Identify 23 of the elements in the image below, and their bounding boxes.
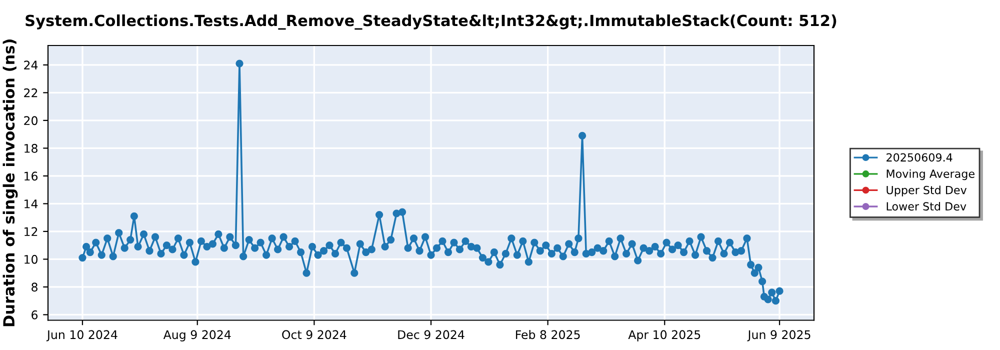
x-tick-label: Jun 10 2024 <box>46 330 118 342</box>
chart-title: System.Collections.Tests.Add_Remove_SteadyState&lt;Int32&gt;.ImmutableStack(Count: 512) <box>26 14 836 30</box>
y-tick-label: 24 <box>24 60 38 70</box>
x-tick-label: Dec 9 2024 <box>398 330 464 340</box>
y-tick-label: 14 <box>24 200 38 208</box>
x-tick-label: Jun 9 2025 <box>747 330 810 342</box>
x-tick-label: Aug 9 2024 <box>163 330 231 342</box>
y-tick-label: 22 <box>24 88 38 98</box>
y-tick-label: 8 <box>32 282 38 292</box>
legend-label: Upper Std Dev <box>886 186 967 196</box>
x-tick-label: Feb 8 2025 <box>516 330 580 340</box>
y-tick-label: 6 <box>32 310 38 320</box>
legend-label: Moving Average <box>886 169 974 180</box>
x-tick-label: Apr 10 2025 <box>628 330 700 342</box>
x-tick-label: Oct 9 2024 <box>282 330 346 340</box>
y-tick-label: 12 <box>24 227 38 236</box>
y-axis-title: Duration of single invocation (ns) <box>2 40 18 326</box>
y-tick-label: 10 <box>24 254 38 264</box>
y-tick-label: 16 <box>24 172 38 181</box>
y-tick-label: 18 <box>24 144 38 153</box>
legend-label: Lower Std Dev <box>886 202 966 211</box>
legend-label: 20250609.4 <box>886 153 952 162</box>
y-tick-label: 20 <box>24 116 38 126</box>
